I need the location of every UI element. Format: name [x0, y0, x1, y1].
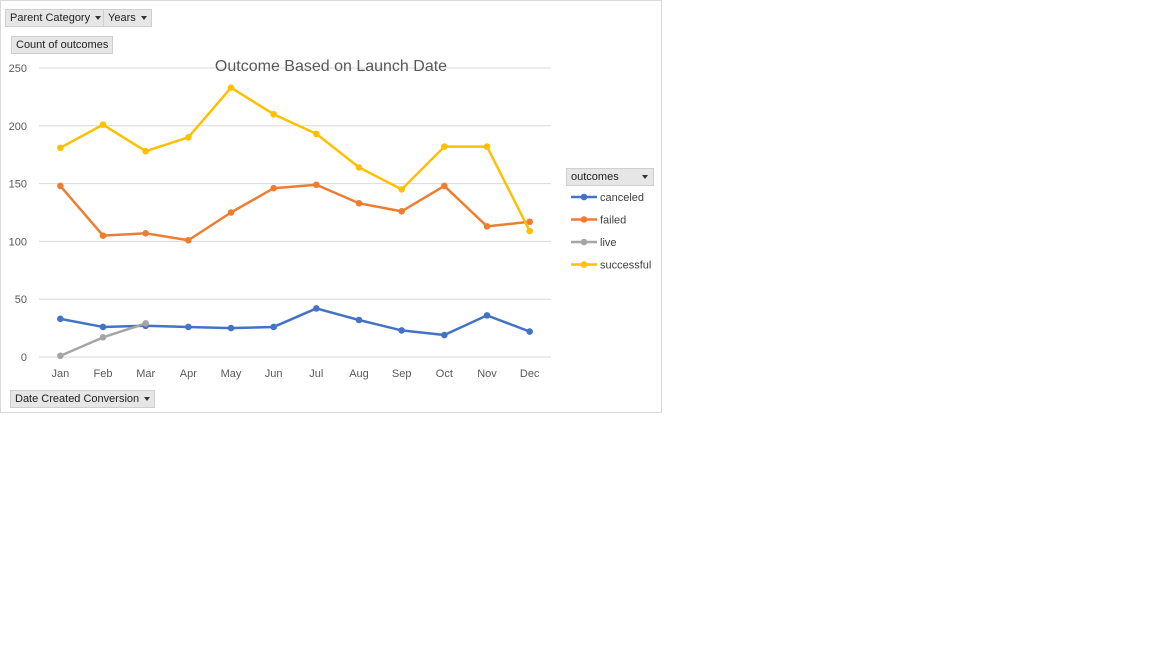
legend-entry-failed: failed	[600, 215, 626, 227]
axis-field-button[interactable]: Date Created Conversion	[10, 390, 156, 408]
legend-field-button[interactable]: outcomes	[566, 168, 654, 186]
x-tick-label: Apr	[180, 368, 197, 380]
data-point-successful	[227, 84, 235, 91]
value-field-label: Count of outcomes	[16, 39, 109, 51]
y-tick-label: 150	[9, 179, 27, 191]
chevron-down-icon	[95, 16, 102, 21]
legend-entry-live: live	[600, 237, 617, 249]
data-point-canceled	[185, 323, 192, 331]
data-point-canceled	[526, 328, 533, 335]
legend-marker-failed	[580, 216, 588, 223]
x-tick-label: Oct	[436, 368, 453, 380]
data-point-successful	[441, 143, 448, 150]
data-point-failed	[483, 223, 491, 230]
data-point-failed	[227, 209, 235, 216]
series-line-failed	[59, 183, 531, 242]
chevron-down-icon	[642, 175, 648, 179]
data-point-live	[142, 320, 149, 327]
data-point-successful	[185, 134, 192, 141]
x-tick-label: May	[221, 368, 242, 380]
data-point-successful	[398, 186, 405, 193]
x-tick-label: Sep	[392, 368, 412, 380]
line-chart: 0 50 100 150 200 250 Jan Feb Mar Apr May Jun Jul Aug S…	[9, 58, 652, 380]
data-point-canceled	[99, 323, 107, 331]
data-point-successful	[483, 143, 491, 150]
data-point-failed	[313, 181, 320, 189]
data-point-failed	[99, 232, 107, 239]
data-point-failed	[355, 199, 363, 207]
x-tick-label: Aug	[349, 368, 369, 380]
chart-title: Outcome Based on Launch Date	[215, 58, 447, 75]
data-point-failed	[185, 236, 192, 244]
x-tick-label: Jun	[265, 368, 283, 380]
data-point-successful	[270, 110, 277, 118]
data-point-successful	[57, 144, 64, 152]
data-point-failed	[398, 208, 405, 215]
data-point-failed	[57, 182, 64, 190]
data-point-successful	[313, 130, 320, 138]
data-point-successful	[142, 147, 149, 155]
series-lines	[57, 84, 533, 360]
data-point-failed	[441, 182, 448, 190]
chevron-down-icon	[140, 16, 147, 21]
data-point-successful	[355, 164, 363, 171]
y-tick-label: 50	[15, 294, 27, 306]
y-tick-label: 0	[21, 352, 27, 364]
x-tick-label: Mar	[136, 368, 155, 380]
x-tick-label: Jul	[309, 368, 323, 380]
data-point-live	[57, 352, 64, 360]
data-point-live	[99, 334, 107, 341]
data-point-failed	[142, 230, 149, 237]
data-point-canceled	[355, 316, 363, 324]
data-point-canceled	[270, 323, 277, 331]
legend-marker-live	[580, 238, 588, 246]
data-point-canceled	[313, 305, 320, 312]
data-point-successful	[526, 227, 533, 235]
x-tick-label: Jan	[51, 368, 69, 380]
data-point-successful	[99, 121, 107, 128]
legend-marker-canceled	[580, 193, 588, 201]
x-tick-label: Feb	[94, 368, 113, 380]
series-line-canceled	[59, 307, 531, 337]
data-point-failed	[270, 184, 277, 192]
y-tick-label: 250	[9, 63, 27, 75]
data-point-canceled	[57, 315, 64, 323]
pivot-chart-frame: Parent Category Years Count of outcomes …	[0, 0, 662, 413]
legend: canceled failed live successful	[571, 192, 651, 272]
data-point-failed	[526, 218, 533, 226]
data-point-canceled	[398, 327, 405, 334]
legend-field-label: outcomes	[571, 171, 619, 183]
data-point-canceled	[483, 312, 491, 319]
chevron-down-icon	[144, 397, 151, 402]
years-filter-button[interactable]: Years	[103, 9, 152, 27]
data-point-canceled	[227, 324, 235, 332]
parent-category-filter-button[interactable]: Parent Category	[5, 9, 107, 27]
y-tick-label: 200	[9, 121, 27, 133]
series-line-successful	[59, 86, 531, 233]
x-tick-label: Dec	[520, 368, 540, 380]
axes: 0 50 100 150 200 250 Jan Feb Mar Apr May Jun Jul Aug S…	[9, 63, 540, 380]
y-tick-label: 100	[9, 236, 27, 248]
legend-entry-canceled: canceled	[600, 192, 644, 204]
value-field-button[interactable]: Count of outcomes	[11, 36, 114, 54]
data-point-canceled	[441, 331, 448, 339]
x-tick-label: Nov	[477, 368, 497, 380]
years-filter-label: Years	[108, 12, 136, 24]
axis-field-label: Date Created Conversion	[15, 393, 140, 405]
legend-entry-successful: successful	[600, 260, 651, 272]
gridlines	[39, 67, 551, 358]
legend-marker-successful	[580, 261, 588, 268]
parent-category-filter-label: Parent Category	[10, 12, 91, 24]
